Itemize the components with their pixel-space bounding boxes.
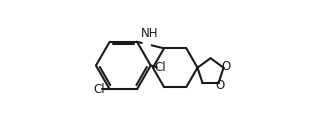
Text: Cl: Cl <box>154 61 166 74</box>
Text: Cl: Cl <box>93 83 105 96</box>
Text: NH: NH <box>141 27 158 40</box>
Text: O: O <box>216 79 225 92</box>
Text: O: O <box>222 60 231 73</box>
